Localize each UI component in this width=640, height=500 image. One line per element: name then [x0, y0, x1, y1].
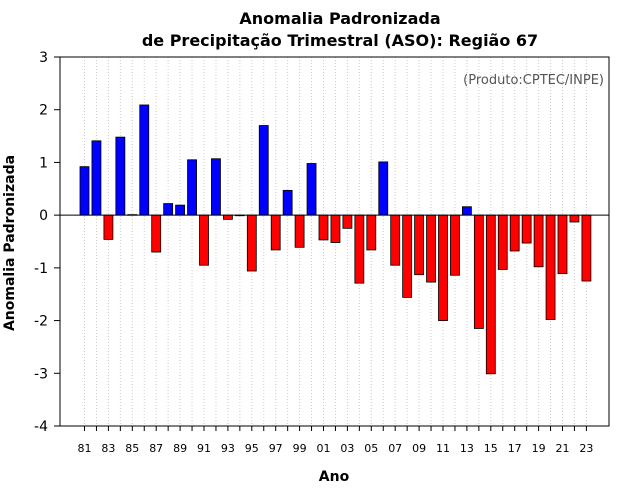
- bar-91: [199, 214, 209, 266]
- bar-17: [509, 214, 520, 252]
- x-tick-label: 15: [484, 442, 498, 455]
- x-tick-label: 97: [269, 442, 283, 455]
- bar-09: [414, 214, 425, 276]
- bar-05: [366, 214, 377, 251]
- bar-11: [438, 214, 448, 321]
- bars: [79, 104, 592, 375]
- y-tick-label: -2: [34, 314, 48, 330]
- bar-99: [294, 214, 305, 248]
- x-axis: 81 83 85 87 89 91 93 95 97 99 01 03 05 07 09 11 13 15 17 19…: [78, 426, 593, 455]
- x-tick-label: 13: [460, 442, 474, 455]
- x-tick-label: 23: [579, 442, 593, 455]
- bar-10: [426, 214, 436, 283]
- x-tick-label: 09: [412, 442, 426, 455]
- x-tick-label: 07: [388, 442, 402, 455]
- bar-82: [91, 140, 102, 216]
- bar-08: [402, 214, 413, 298]
- x-tick-label: 89: [173, 442, 187, 455]
- bar-12: [450, 214, 460, 276]
- x-tick-label: 83: [101, 442, 115, 455]
- bar-84: [115, 136, 126, 216]
- bar-87: [151, 214, 162, 253]
- x-tick-label: 95: [245, 442, 259, 455]
- chart-title: Anomalia Padronizada: [239, 9, 440, 28]
- bar-02: [330, 214, 341, 243]
- bar-21: [557, 214, 568, 275]
- x-tick-label: 19: [532, 442, 546, 455]
- y-tick-label: 1: [39, 155, 48, 171]
- x-tick-label: 17: [508, 442, 522, 455]
- bar-81: [79, 166, 90, 216]
- x-tick-label: 03: [340, 442, 354, 455]
- x-tick-label: 93: [221, 442, 235, 455]
- y-tick-label: 3: [39, 50, 48, 66]
- x-tick-label: 87: [149, 442, 163, 455]
- x-tick-label: 05: [364, 442, 378, 455]
- x-tick-label: 11: [436, 442, 450, 455]
- chart-subtitle: de Precipitação Trimestral (ASO): Região…: [142, 31, 538, 50]
- bar-18: [521, 214, 532, 244]
- bar-90: [187, 159, 197, 216]
- bar-89: [175, 204, 186, 216]
- bar-20: [545, 214, 556, 320]
- y-tick-label: -3: [34, 366, 48, 382]
- x-tick-label: 99: [293, 442, 307, 455]
- bar-93: [222, 214, 233, 220]
- plot-frame: [59, 56, 610, 427]
- y-tick-label: -1: [34, 261, 48, 277]
- bar-06: [378, 161, 389, 216]
- bar-14: [473, 214, 484, 329]
- y-tick-label: -4: [34, 419, 48, 435]
- y-axis-label: Anomalia Padronizada: [2, 155, 18, 331]
- bar-03: [342, 214, 353, 229]
- bar-13: [461, 206, 472, 216]
- bar-23: [581, 214, 592, 282]
- bar-95: [246, 214, 257, 272]
- x-tick-label: 01: [317, 442, 331, 455]
- x-tick-label: 21: [556, 442, 570, 455]
- bar-16: [497, 214, 508, 270]
- x-axis-label: Ano: [319, 469, 350, 485]
- bar-15: [485, 214, 496, 375]
- bar-97: [270, 214, 281, 251]
- bar-98: [282, 189, 293, 216]
- y-tick-label: 2: [39, 103, 48, 119]
- bar-86: [139, 104, 150, 216]
- bar-22: [569, 214, 580, 223]
- bar-96: [258, 125, 269, 216]
- bar-92: [211, 158, 221, 216]
- bar-04: [354, 214, 365, 284]
- bar-19: [533, 214, 544, 268]
- credit-text: (Produto:CPTEC/INPE): [463, 73, 604, 88]
- bar-07: [390, 214, 401, 266]
- bar-01: [318, 214, 329, 241]
- y-tick-label: 0: [39, 208, 48, 224]
- bar-00: [306, 163, 317, 216]
- y-axis: -4 -3 -2 -1 0 1 2 3: [34, 50, 60, 435]
- x-tick-label: 85: [125, 442, 139, 455]
- bar-88: [163, 203, 174, 216]
- x-tick-label: 81: [78, 442, 92, 455]
- bar-83: [103, 214, 114, 240]
- x-tick-label: 91: [197, 442, 211, 455]
